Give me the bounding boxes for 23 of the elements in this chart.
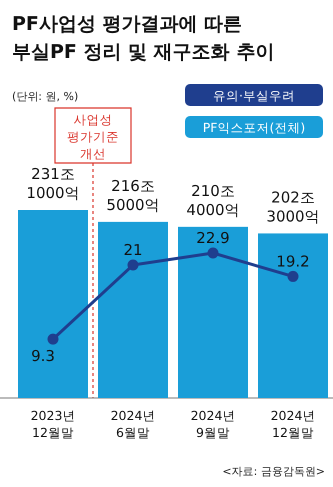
data-label: 19.2 bbox=[276, 252, 310, 270]
x-tick-label: 2024년 6월말 bbox=[110, 408, 156, 440]
point bbox=[208, 248, 218, 258]
text: <자료: 금융감독원> bbox=[222, 465, 325, 478]
x-tick-label: 2023년 12월말 bbox=[30, 408, 76, 440]
x-tick-label: 2024년 12월말 bbox=[270, 408, 316, 440]
point bbox=[288, 270, 298, 282]
data-label: 9.3 bbox=[31, 347, 55, 366]
data-label: 202조 3000억 bbox=[266, 188, 320, 226]
data-label: 231조 1000억 bbox=[26, 165, 80, 202]
bar bbox=[178, 226, 248, 398]
bar bbox=[258, 233, 328, 398]
point bbox=[48, 334, 58, 345]
text: 사업성 평가기준 개선 bbox=[67, 112, 119, 161]
point bbox=[128, 260, 138, 271]
data-label: 210조 4000억 bbox=[186, 182, 240, 219]
data-label: 22.9 bbox=[196, 229, 230, 247]
text: (단위: 원, %) bbox=[12, 90, 78, 103]
chart-title: PF사업성 평가결과에 따른 부실PF 정리 및 재구조화 추이 bbox=[12, 13, 274, 63]
data-label: 21 bbox=[123, 241, 143, 260]
data-label: 216조 5000억 bbox=[106, 176, 160, 214]
legend: 유의·부실우려 PF익스포저(전체) bbox=[185, 84, 323, 138]
x-tick-label: 2024년 9월말 bbox=[190, 408, 236, 440]
